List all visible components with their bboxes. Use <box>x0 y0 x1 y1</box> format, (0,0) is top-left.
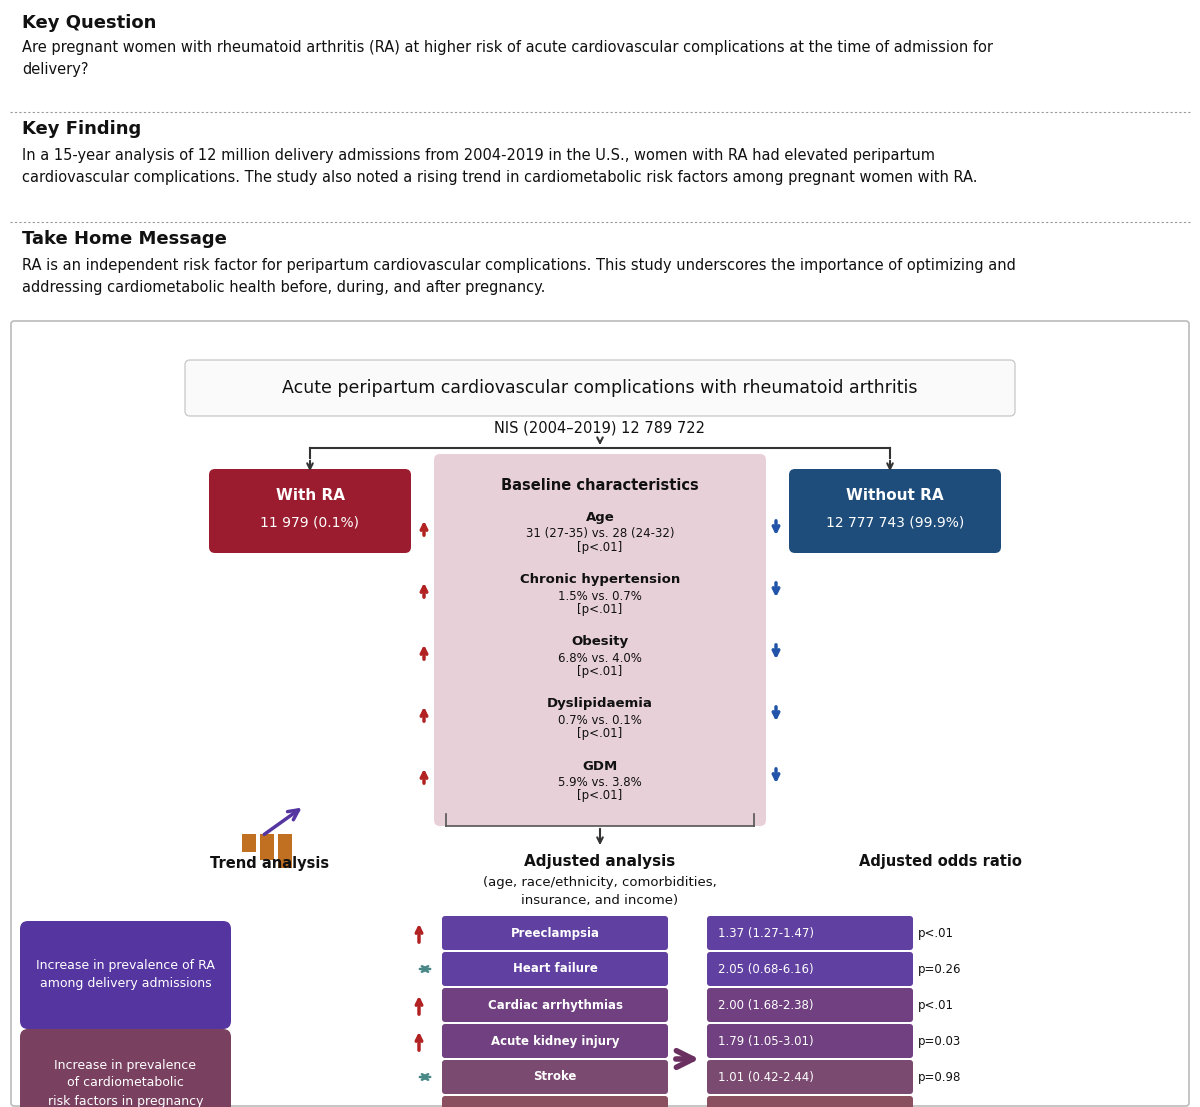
FancyBboxPatch shape <box>209 469 410 554</box>
FancyBboxPatch shape <box>707 1024 913 1058</box>
Text: Without RA: Without RA <box>846 487 944 503</box>
FancyBboxPatch shape <box>707 915 913 950</box>
FancyBboxPatch shape <box>707 1061 913 1094</box>
Text: Dyslipidaemia: Dyslipidaemia <box>547 697 653 711</box>
Text: Increase in prevalence
of cardiometabolic
risk factors in pregnancy: Increase in prevalence of cardiometaboli… <box>48 1058 203 1107</box>
Text: NIS (2004–2019) 12 789 722: NIS (2004–2019) 12 789 722 <box>494 421 706 435</box>
FancyBboxPatch shape <box>442 1061 668 1094</box>
Text: 31 (27-35) vs. 28 (24-32): 31 (27-35) vs. 28 (24-32) <box>526 528 674 540</box>
Text: 1.37 (1.27-1.47): 1.37 (1.27-1.47) <box>718 927 814 940</box>
FancyBboxPatch shape <box>707 1096 913 1107</box>
Text: Take Home Message: Take Home Message <box>22 230 227 248</box>
Text: Key Question: Key Question <box>22 14 156 32</box>
Text: [p<.01]: [p<.01] <box>577 727 623 741</box>
Bar <box>260 834 274 860</box>
FancyBboxPatch shape <box>442 952 668 986</box>
FancyBboxPatch shape <box>20 1030 230 1107</box>
Text: Increase in prevalence of RA
among delivery admissions: Increase in prevalence of RA among deliv… <box>36 960 215 991</box>
Text: RA is an independent risk factor for peripartum cardiovascular complications. Th: RA is an independent risk factor for per… <box>22 258 1016 296</box>
Text: 0.7% vs. 0.1%: 0.7% vs. 0.1% <box>558 714 642 726</box>
Text: Adjusted analysis: Adjusted analysis <box>524 853 676 869</box>
FancyBboxPatch shape <box>442 1024 668 1058</box>
Text: p<.01: p<.01 <box>918 999 954 1012</box>
FancyBboxPatch shape <box>707 989 913 1022</box>
FancyBboxPatch shape <box>442 989 668 1022</box>
Text: [p<.01]: [p<.01] <box>577 541 623 555</box>
Text: Key Finding: Key Finding <box>22 120 142 138</box>
Text: 11 979 (0.1%): 11 979 (0.1%) <box>260 516 360 530</box>
Text: 2.00 (1.68-2.38): 2.00 (1.68-2.38) <box>718 999 814 1012</box>
Text: Cardiac arrhythmias: Cardiac arrhythmias <box>487 999 623 1012</box>
Text: (age, race/ethnicity, comorbidities,
insurance, and income): (age, race/ethnicity, comorbidities, ins… <box>484 876 716 907</box>
Text: Stroke: Stroke <box>533 1070 577 1084</box>
FancyBboxPatch shape <box>707 952 913 986</box>
Text: Chronic hypertension: Chronic hypertension <box>520 573 680 587</box>
Bar <box>278 834 292 868</box>
Text: p=0.03: p=0.03 <box>918 1035 961 1047</box>
FancyBboxPatch shape <box>185 360 1015 416</box>
Bar <box>242 834 256 852</box>
Text: Age: Age <box>586 511 614 525</box>
Text: 1.01 (0.42-2.44): 1.01 (0.42-2.44) <box>718 1070 814 1084</box>
FancyBboxPatch shape <box>442 1096 668 1107</box>
Text: 1.79 (1.05-3.01): 1.79 (1.05-3.01) <box>718 1035 814 1047</box>
FancyBboxPatch shape <box>790 469 1001 554</box>
Text: 6.8% vs. 4.0%: 6.8% vs. 4.0% <box>558 652 642 664</box>
Text: Preeclampsia: Preeclampsia <box>510 927 600 940</box>
Text: Acute kidney injury: Acute kidney injury <box>491 1035 619 1047</box>
Text: 5.9% vs. 3.8%: 5.9% vs. 3.8% <box>558 776 642 788</box>
FancyBboxPatch shape <box>442 915 668 950</box>
Text: 12 777 743 (99.9%): 12 777 743 (99.9%) <box>826 516 964 530</box>
Text: 1.5% vs. 0.7%: 1.5% vs. 0.7% <box>558 590 642 602</box>
Text: Adjusted odds ratio: Adjusted odds ratio <box>858 853 1021 869</box>
Text: In a 15-year analysis of 12 million delivery admissions from 2004-2019 in the U.: In a 15-year analysis of 12 million deli… <box>22 148 978 185</box>
FancyBboxPatch shape <box>434 454 766 826</box>
Text: [p<.01]: [p<.01] <box>577 789 623 803</box>
Text: [p<.01]: [p<.01] <box>577 603 623 617</box>
Text: p=0.98: p=0.98 <box>918 1070 961 1084</box>
Text: Acute peripartum cardiovascular complications with rheumatoid arthritis: Acute peripartum cardiovascular complica… <box>282 379 918 397</box>
Text: [p<.01]: [p<.01] <box>577 665 623 679</box>
Text: GDM: GDM <box>582 759 618 773</box>
Text: Trend analysis: Trend analysis <box>210 856 330 871</box>
FancyBboxPatch shape <box>20 921 230 1030</box>
Text: 2.05 (0.68-6.16): 2.05 (0.68-6.16) <box>718 962 814 975</box>
Text: Are pregnant women with rheumatoid arthritis (RA) at higher risk of acute cardio: Are pregnant women with rheumatoid arthr… <box>22 40 994 77</box>
Text: p=0.26: p=0.26 <box>918 962 961 975</box>
Text: Heart failure: Heart failure <box>512 962 598 975</box>
Text: Baseline characteristics: Baseline characteristics <box>502 478 698 494</box>
FancyBboxPatch shape <box>11 321 1189 1106</box>
Text: Obesity: Obesity <box>571 635 629 649</box>
Text: With RA: With RA <box>276 487 344 503</box>
Text: p<.01: p<.01 <box>918 927 954 940</box>
